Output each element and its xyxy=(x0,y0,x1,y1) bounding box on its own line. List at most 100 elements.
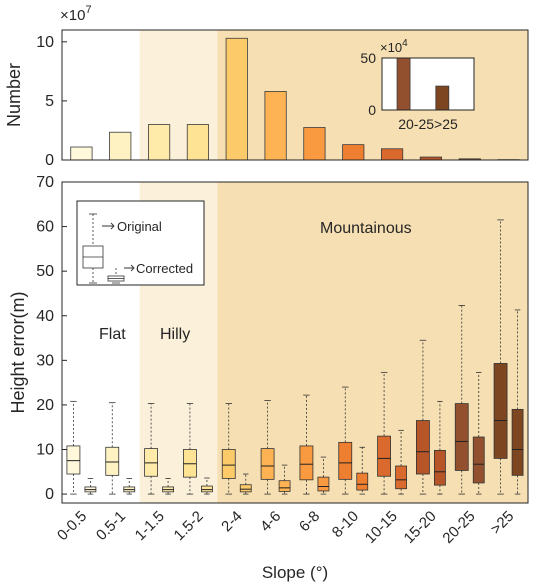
box xyxy=(338,441,353,480)
legend-arrow xyxy=(124,264,135,272)
box xyxy=(299,445,314,481)
bar xyxy=(264,91,287,161)
bar xyxy=(186,124,209,161)
legend-frame xyxy=(76,200,205,286)
box xyxy=(356,472,369,491)
box-series xyxy=(66,219,524,495)
box xyxy=(472,436,485,484)
x-tick-label: >25 xyxy=(487,508,517,538)
x-tick-label: 0-0.5 xyxy=(54,508,90,544)
box-y-tick-label: 40 xyxy=(36,308,54,325)
bar xyxy=(381,148,404,161)
bar xyxy=(342,144,365,161)
bar-series xyxy=(70,37,520,161)
box-corrected xyxy=(162,478,174,495)
box-original xyxy=(144,403,158,495)
box xyxy=(239,484,252,493)
box-y-tick-label: 60 xyxy=(36,219,54,236)
box-corrected xyxy=(356,446,369,495)
box xyxy=(105,446,120,476)
box xyxy=(395,465,407,490)
box xyxy=(454,403,469,471)
inset-y-tick-label: 50 xyxy=(360,50,376,66)
box-original xyxy=(416,339,430,495)
box xyxy=(511,408,524,476)
x-tick-label: 10-15 xyxy=(362,508,401,547)
x-tick-label: 6-8 xyxy=(296,508,323,535)
box xyxy=(260,448,275,480)
multiplier-base: ×10 xyxy=(60,7,85,24)
bar-y-tick-label: 0 xyxy=(45,152,54,169)
multiplier-exponent: 4 xyxy=(402,38,408,49)
region-label-mountainous: Mountainous xyxy=(320,220,412,237)
box-y-ticks: 0 10 20 30 40 50 60 70 xyxy=(36,174,67,503)
box xyxy=(416,420,430,475)
box-original xyxy=(338,386,353,495)
box-original xyxy=(105,402,120,495)
inset-background xyxy=(382,58,474,110)
box-corrected xyxy=(472,371,485,495)
box-corrected xyxy=(278,464,291,495)
box-corrected xyxy=(239,473,252,495)
legend: Original Corrected xyxy=(76,200,205,286)
box-original xyxy=(260,400,275,495)
bar-y-label: Number xyxy=(4,63,24,127)
box xyxy=(66,445,81,475)
bar-axes-frame xyxy=(61,29,529,161)
inset-x-label: 20-25>25 xyxy=(398,116,458,132)
region-label-hilly: Hilly xyxy=(160,326,190,343)
bar xyxy=(70,146,93,161)
x-tick-label: 2-4 xyxy=(218,508,245,535)
bar-y-tick-label: 10 xyxy=(36,34,54,51)
box xyxy=(434,449,446,486)
box-panel: 0 10 20 30 40 50 60 70 Height error(m) Flat Hil… xyxy=(8,174,529,582)
legend-entry-original: Original xyxy=(117,219,162,234)
box-corrected xyxy=(201,477,213,495)
box-corrected xyxy=(511,309,524,495)
box xyxy=(377,435,391,477)
box-original xyxy=(183,403,197,495)
x-tick-label: 8-10 xyxy=(329,508,362,541)
box xyxy=(201,485,213,493)
bar xyxy=(148,124,171,161)
box-corrected xyxy=(123,478,136,495)
box-original xyxy=(377,371,391,495)
box-y-tick-label: 20 xyxy=(36,397,54,414)
box-original xyxy=(493,219,508,495)
inset-bar xyxy=(435,85,450,111)
bar xyxy=(109,131,132,161)
bar-y-multiplier: ×107 xyxy=(60,4,92,24)
box xyxy=(317,476,330,492)
bar xyxy=(225,37,248,161)
x-axis-label: Slope (°) xyxy=(262,563,328,582)
box-corrected xyxy=(317,456,330,495)
x-tick-label: 1.5-2 xyxy=(171,508,207,544)
box-corrected xyxy=(434,400,446,495)
x-tick-label: 0.5-1 xyxy=(93,508,129,544)
region-label-flat: Flat xyxy=(99,326,126,343)
inset-y-tick-label: 0 xyxy=(368,102,376,118)
box-y-tick-label: 0 xyxy=(45,486,54,503)
bar-y-ticks: 0 5 10 xyxy=(36,34,67,169)
multiplier-exponent: 7 xyxy=(85,4,91,16)
box-original xyxy=(454,305,469,495)
bar xyxy=(303,127,326,161)
x-tick-label: 1-1.5 xyxy=(132,508,168,544)
box-original xyxy=(299,394,314,495)
box-original xyxy=(221,403,236,495)
box-corrected xyxy=(395,429,407,495)
legend-arrow xyxy=(102,222,115,230)
legend-entry-corrected: Corrected xyxy=(136,261,193,276)
box-original xyxy=(66,400,81,495)
x-tick-label: 4-6 xyxy=(257,508,284,535)
legend-glyphs xyxy=(82,213,135,284)
box-y-tick-label: 10 xyxy=(36,442,54,459)
box xyxy=(493,363,508,459)
box-y-tick-label: 70 xyxy=(36,174,54,191)
box xyxy=(278,480,291,492)
inset-frame xyxy=(381,57,475,111)
box xyxy=(221,449,236,479)
